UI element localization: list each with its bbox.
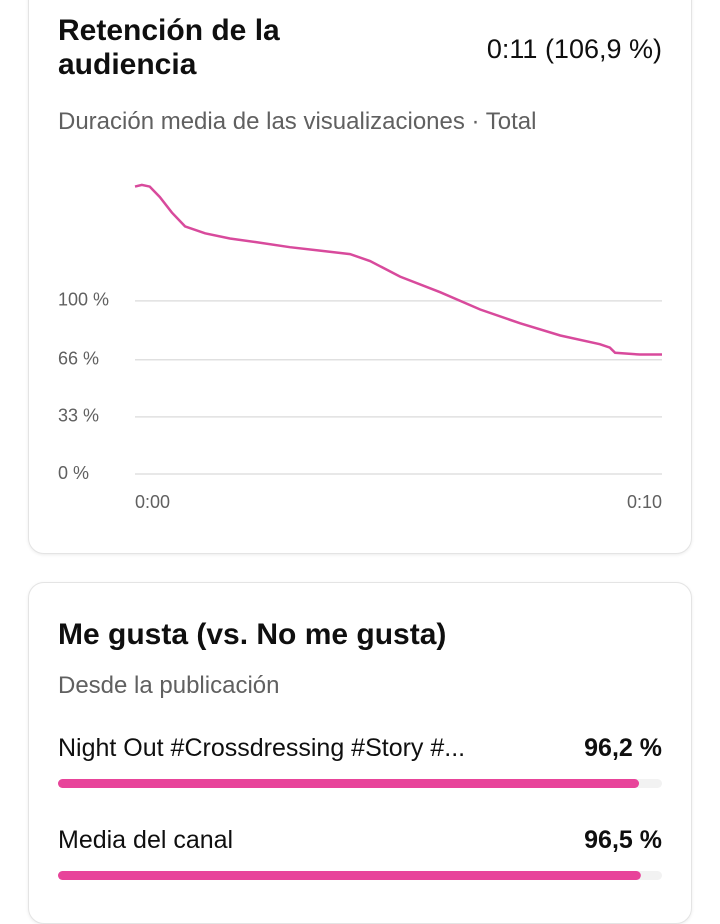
item-label: Night Out #Crossdressing #Story #... xyxy=(58,734,466,762)
likes-card xyxy=(28,582,692,924)
card-subtitle: Desde la publicación xyxy=(58,672,280,699)
y-tick-label: 66 % xyxy=(58,348,99,368)
bar xyxy=(58,871,641,880)
x-tick-label: 0:10 xyxy=(627,492,662,512)
card-title: Me gusta (vs. No me gusta) xyxy=(58,618,447,651)
value-label: 96,5 % xyxy=(584,826,662,854)
line xyxy=(134,183,662,356)
retention-card xyxy=(28,0,692,554)
y-tick-label: 33 % xyxy=(58,406,99,426)
y-tick-label: 0 % xyxy=(58,463,89,483)
x-tick-label: 0:00 xyxy=(135,492,170,512)
value-label: 96,2 % xyxy=(584,734,662,762)
y-tick-label: 100 % xyxy=(58,290,109,310)
item-label: Media del canal xyxy=(58,826,234,854)
summary: 0:11 (106,9 %) xyxy=(486,34,662,64)
card-subtitle: Duración media de las visualizaciones · … xyxy=(58,108,537,135)
bar xyxy=(58,779,640,788)
card-title: Retención de la audiencia xyxy=(58,14,280,81)
